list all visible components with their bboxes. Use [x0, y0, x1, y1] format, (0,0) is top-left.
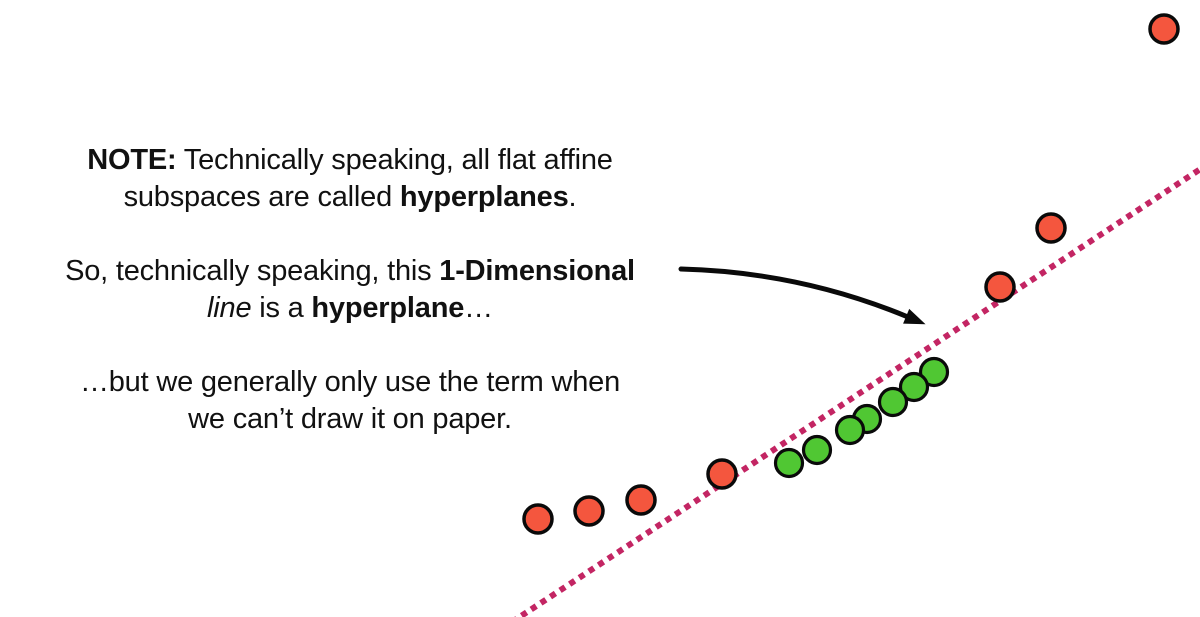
note-line: line is a hyperplane… — [207, 292, 493, 324]
separating-line-layer — [514, 165, 1200, 617]
note-text: …but we generally only use the term when — [79, 366, 621, 398]
note-paragraph: So, technically speaking, this 1-Dimensi… — [20, 253, 680, 327]
note-line: So, technically speaking, this 1-Dimensi… — [65, 255, 635, 287]
note-text: Technically speaking, all flat affine — [176, 144, 613, 176]
note-text-bold: hyperplanes — [399, 181, 569, 213]
red-point — [1148, 13, 1180, 45]
note-line: …but we generally only use the term when — [80, 366, 620, 398]
annotation-arrow-layer — [678, 266, 926, 325]
red-point — [1035, 212, 1067, 244]
green-point — [834, 414, 866, 446]
data-points-layer — [522, 13, 1180, 535]
note-text-bold: NOTE: — [87, 144, 177, 176]
green-point — [801, 434, 833, 466]
green-point — [898, 371, 930, 403]
note-line: subspaces are called hyperplanes. — [124, 181, 577, 213]
separating-dotted-line — [514, 165, 1200, 617]
green-point — [773, 447, 805, 479]
note-line: NOTE: Technically speaking, all flat aff… — [87, 144, 613, 176]
annotation-arrow — [678, 266, 926, 325]
note-text: subspaces are called — [123, 181, 400, 213]
red-point — [706, 458, 738, 490]
note-text-bold: 1-Dimensional — [439, 255, 635, 287]
red-point — [984, 271, 1016, 303]
green-point — [918, 356, 950, 388]
note-paragraph: …but we generally only use the term when… — [20, 364, 680, 438]
note-text-bold: hyperplane — [311, 292, 465, 324]
note-text: we can’t draw it on paper. — [188, 403, 512, 435]
note-line: we can’t draw it on paper. — [188, 403, 512, 435]
note-paragraph: NOTE: Technically speaking, all flat aff… — [20, 142, 680, 216]
red-point — [522, 503, 554, 535]
note-text-block: NOTE: Technically speaking, all flat aff… — [20, 142, 680, 475]
red-point — [625, 484, 657, 516]
note-text: … — [464, 292, 493, 324]
note-text: is a — [251, 292, 312, 324]
note-text: So, technically speaking, this — [65, 255, 440, 287]
note-text-italic: line — [207, 292, 252, 324]
green-point — [877, 386, 909, 418]
red-point — [573, 495, 605, 527]
note-text: . — [568, 181, 577, 213]
